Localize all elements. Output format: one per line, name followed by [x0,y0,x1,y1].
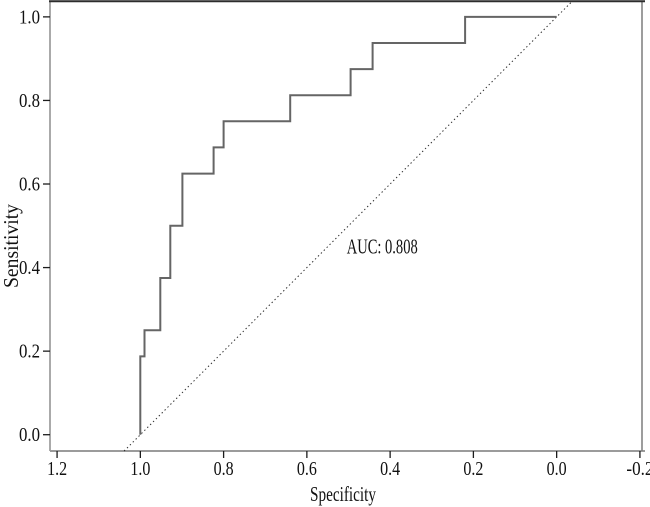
y-tick-label: 0.2 [19,341,40,363]
x-tick-label: 1.2 [47,458,67,480]
x-tick-label: 0.4 [380,458,400,480]
reference-diagonal-line [123,0,573,452]
y-tick-label: 0.4 [19,257,40,279]
x-tick-label: 0.2 [463,458,483,480]
auc-annotation: AUC: 0.808 [347,235,418,259]
x-tick-label: -0.2 [626,458,650,480]
x-tick-label: 0.0 [547,458,567,480]
roc-curve [139,15,557,435]
y-tick-label: 0.0 [19,424,40,446]
x-tick-label: 0.6 [297,458,317,480]
x-tick-label: 1.0 [130,458,150,480]
y-axis-title: Sensitivity [0,204,23,288]
y-tick-label: 0.8 [19,90,40,112]
x-tick-label: 0.8 [214,458,234,480]
y-tick-label: 1.0 [19,6,40,28]
y-tick-label: 0.6 [19,174,40,196]
x-axis-title: Specificity [310,482,376,506]
